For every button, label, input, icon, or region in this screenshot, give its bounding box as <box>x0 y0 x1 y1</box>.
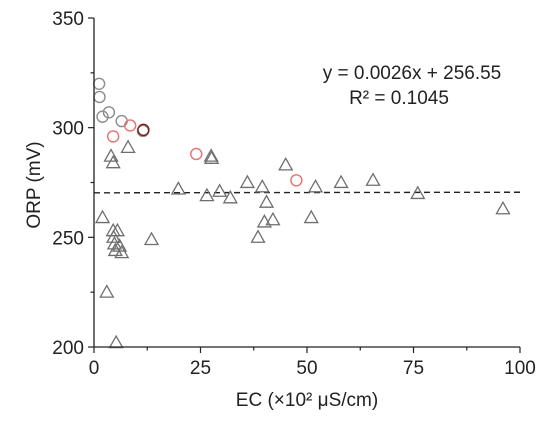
triangle-point <box>212 183 228 197</box>
x-tick-label: 50 <box>296 358 317 379</box>
circle-point <box>124 119 137 132</box>
triangle-point <box>333 174 349 189</box>
triangle-point <box>120 139 136 154</box>
circle-point <box>115 114 128 128</box>
triangle-point <box>222 189 238 204</box>
triangle-point <box>256 214 273 228</box>
triangle-point <box>107 242 123 257</box>
circle-point <box>93 90 106 104</box>
y-tick-label: 300 <box>52 119 84 140</box>
triangle-point <box>94 209 111 224</box>
x-tick-label: 25 <box>190 358 211 379</box>
y-axis-title: ORP (mV) <box>24 141 45 228</box>
circle-point <box>290 174 303 187</box>
y-tick-label: 250 <box>52 228 84 249</box>
triangle-point <box>203 150 220 164</box>
triangle-point <box>143 231 160 246</box>
triangle-point <box>105 154 121 169</box>
plot-marks <box>92 77 521 349</box>
circle-point <box>190 147 203 161</box>
triangle-point <box>303 209 319 224</box>
triangle-point <box>108 334 124 349</box>
trendline <box>93 191 521 194</box>
triangle-point <box>199 187 215 202</box>
x-tick-label: 75 <box>403 358 424 379</box>
regression-equation: y = 0.0026x + 256.55 <box>323 63 502 84</box>
triangle-point <box>170 181 186 195</box>
y-tick-label: 350 <box>52 9 84 30</box>
r-squared-label: R² = 0.1045 <box>349 88 449 109</box>
circle-point <box>106 130 120 143</box>
triangle-point <box>99 284 115 298</box>
triangle-point <box>203 148 219 162</box>
triangle-point <box>278 157 294 171</box>
x-tick-label: 100 <box>504 358 536 379</box>
circle-point <box>96 110 109 123</box>
triangle-point <box>250 229 266 243</box>
x-tick-label: 0 <box>89 358 100 379</box>
x-axis-title: EC (×10² μS/cm) <box>236 390 378 411</box>
triangle-point <box>114 244 130 259</box>
triangle-point <box>239 174 255 189</box>
y-tick-label: 200 <box>52 338 84 359</box>
triangle-point <box>410 185 426 200</box>
circle-point <box>102 106 116 119</box>
triangle-point <box>109 222 126 237</box>
circle-point <box>137 123 150 137</box>
triangle-point <box>254 178 270 193</box>
axes: 0 25 50 75 100 200 250 300 350 <box>52 9 536 379</box>
triangle-point <box>495 200 511 215</box>
triangle-point <box>365 172 381 186</box>
triangle-point <box>265 211 281 226</box>
circle-point <box>92 77 106 91</box>
triangle-point <box>307 178 324 193</box>
triangle-point <box>105 229 122 243</box>
triangle-point <box>258 194 275 208</box>
